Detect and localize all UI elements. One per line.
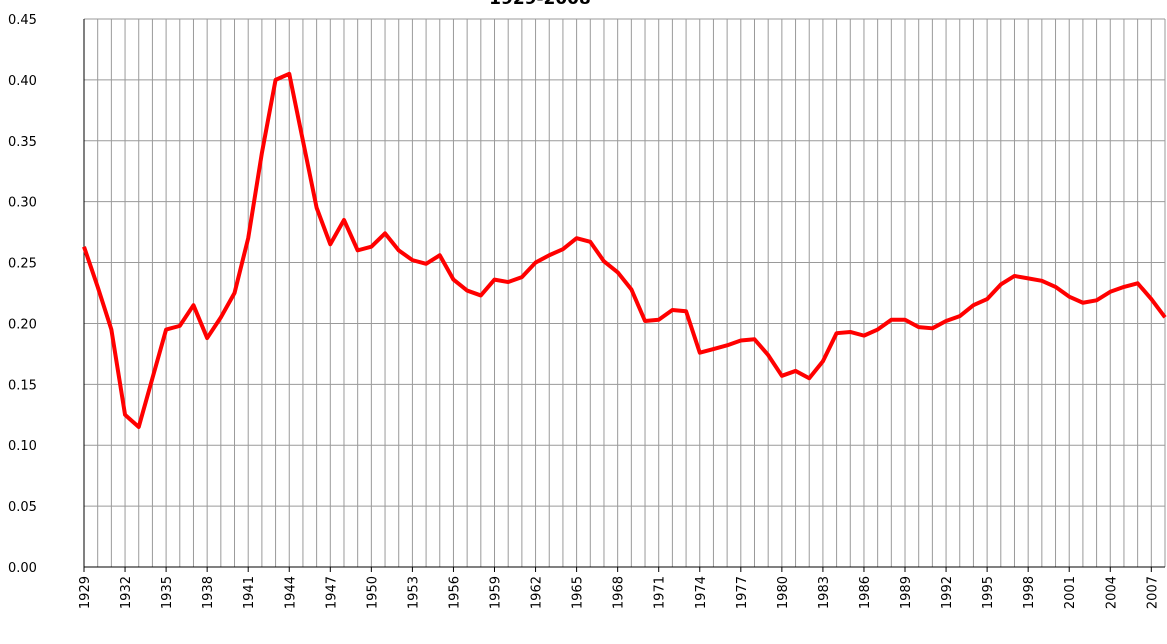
x-tick-label: 1932 <box>119 576 134 609</box>
y-tick-label: 0.35 <box>8 135 37 150</box>
y-tick-label: 0.30 <box>8 196 37 211</box>
x-tick-label: 1962 <box>530 576 545 609</box>
x-tick-label: 1983 <box>817 576 832 609</box>
x-tick-label: 1992 <box>940 576 955 609</box>
x-tick-label: 1959 <box>489 576 504 609</box>
x-tick-label: 1971 <box>653 576 668 609</box>
x-tick-label: 1941 <box>242 576 257 609</box>
data-line <box>82 71 1167 429</box>
x-tick-label: 1968 <box>612 576 627 609</box>
x-tick-label: 1938 <box>201 576 216 609</box>
x-tick-label: 1980 <box>776 576 791 609</box>
x-tick-label: 1929 <box>78 576 93 609</box>
y-tick-label: 0.45 <box>8 13 37 28</box>
y-tick-label: 0.20 <box>8 317 37 332</box>
x-tick-label: 1974 <box>694 576 709 609</box>
x-tick-label: 1947 <box>324 576 339 609</box>
chart-title: 1929-2008 <box>489 0 591 9</box>
x-tick-label: 1956 <box>447 576 462 609</box>
y-tick-label: 0.00 <box>8 561 37 576</box>
y-tick-label: 0.05 <box>8 500 37 515</box>
x-tick-label: 1950 <box>365 576 380 609</box>
x-tick-label: 1977 <box>735 576 750 609</box>
x-tick-label: 1935 <box>160 576 175 609</box>
x-tick-label: 2001 <box>1063 576 1078 609</box>
x-tick-label: 1989 <box>899 576 914 609</box>
y-tick-label: 0.15 <box>8 378 37 393</box>
x-tick-label: 1965 <box>571 576 586 609</box>
y-tick-label: 0.40 <box>8 74 37 89</box>
x-tick-label: 2004 <box>1104 576 1119 609</box>
x-tick-label: 1986 <box>858 576 873 609</box>
y-tick-label: 0.25 <box>8 257 37 272</box>
y-tick-label: 0.10 <box>8 439 37 454</box>
x-tick-label: 1953 <box>406 576 421 609</box>
x-tick-label: 1995 <box>981 576 996 609</box>
x-tick-label: 1944 <box>283 576 298 609</box>
x-tick-label: 2007 <box>1145 576 1160 609</box>
x-tick-label: 1998 <box>1022 576 1037 609</box>
